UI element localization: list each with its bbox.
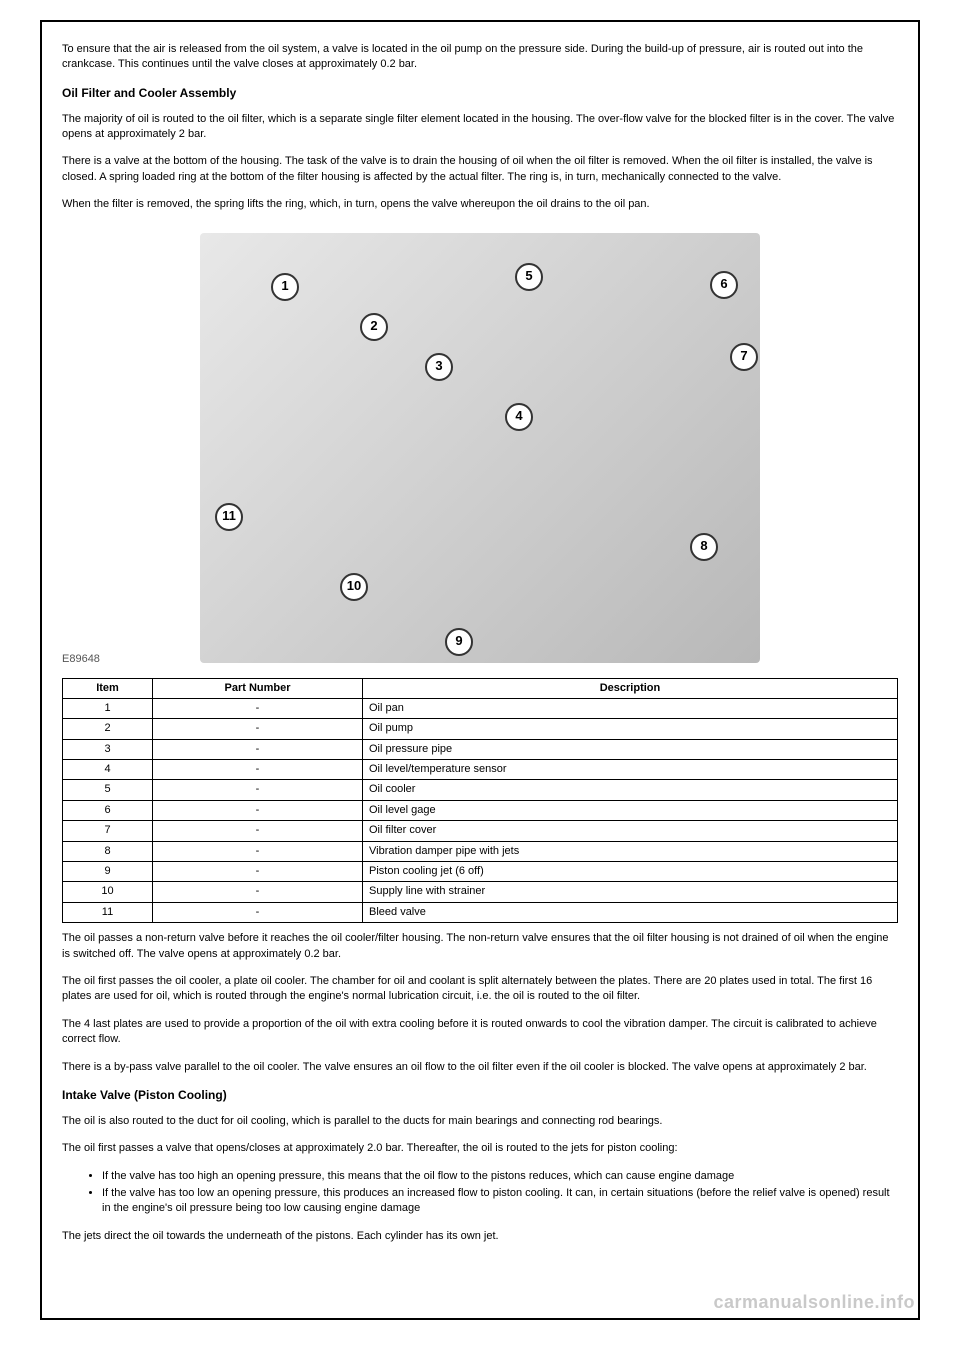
cell-partnumber: - (153, 760, 363, 780)
callout-1: 1 (271, 273, 299, 301)
cell-item: 4 (63, 760, 153, 780)
cell-partnumber: - (153, 698, 363, 718)
section1-para1: The majority of oil is routed to the oil… (62, 112, 898, 143)
cell-partnumber: - (153, 821, 363, 841)
table-row: 11-Bleed valve (63, 902, 898, 922)
callout-7: 7 (730, 343, 758, 371)
cell-description: Oil level gage (363, 800, 898, 820)
section2-para1: The oil is also routed to the duct for o… (62, 1114, 898, 1129)
list-item: If the valve has too low an opening pres… (102, 1186, 898, 1217)
table-row: 1-Oil pan (63, 698, 898, 718)
cell-item: 5 (63, 780, 153, 800)
cell-description: Oil pressure pipe (363, 739, 898, 759)
cell-description: Oil pump (363, 719, 898, 739)
after-table-para1: The oil passes a non-return valve before… (62, 931, 898, 962)
cell-description: Bleed valve (363, 902, 898, 922)
callout-5: 5 (515, 263, 543, 291)
table-row: 4-Oil level/temperature sensor (63, 760, 898, 780)
callout-10: 10 (340, 573, 368, 601)
callout-11: 11 (215, 503, 243, 531)
table-row: 6-Oil level gage (63, 800, 898, 820)
section2-heading: Intake Valve (Piston Cooling) (62, 1087, 898, 1104)
diagram-reference: E89648 (62, 652, 100, 667)
header-partnumber: Part Number (153, 678, 363, 698)
section1-para2: There is a valve at the bottom of the ho… (62, 154, 898, 185)
table-row: 2-Oil pump (63, 719, 898, 739)
cell-item: 2 (63, 719, 153, 739)
table-row: 8-Vibration damper pipe with jets (63, 841, 898, 861)
intro-paragraph: To ensure that the air is released from … (62, 42, 898, 73)
cell-description: Supply line with strainer (363, 882, 898, 902)
cell-partnumber: - (153, 719, 363, 739)
callout-6: 6 (710, 271, 738, 299)
cell-partnumber: - (153, 902, 363, 922)
section2-para3: The jets direct the oil towards the unde… (62, 1229, 898, 1244)
section2-para2: The oil first passes a valve that opens/… (62, 1141, 898, 1156)
cell-description: Oil filter cover (363, 821, 898, 841)
cell-item: 10 (63, 882, 153, 902)
cell-partnumber: - (153, 841, 363, 861)
table-row: 10-Supply line with strainer (63, 882, 898, 902)
watermark: carmanualsonline.info (713, 1290, 915, 1315)
table-row: 3-Oil pressure pipe (63, 739, 898, 759)
table-row: 5-Oil cooler (63, 780, 898, 800)
diagram-image: 1 2 3 4 5 6 7 8 9 10 11 (200, 233, 760, 663)
cell-partnumber: - (153, 780, 363, 800)
callout-8: 8 (690, 533, 718, 561)
after-table-para2: The oil first passes the oil cooler, a p… (62, 974, 898, 1005)
section1-heading: Oil Filter and Cooler Assembly (62, 85, 898, 102)
after-table-para4: There is a by-pass valve parallel to the… (62, 1060, 898, 1075)
header-description: Description (363, 678, 898, 698)
cell-description: Oil cooler (363, 780, 898, 800)
cell-description: Piston cooling jet (6 off) (363, 862, 898, 882)
cell-partnumber: - (153, 800, 363, 820)
cell-item: 11 (63, 902, 153, 922)
cell-item: 9 (63, 862, 153, 882)
callout-3: 3 (425, 353, 453, 381)
after-table-para3: The 4 last plates are used to provide a … (62, 1017, 898, 1048)
cell-item: 7 (63, 821, 153, 841)
cell-description: Oil pan (363, 698, 898, 718)
cell-description: Oil level/temperature sensor (363, 760, 898, 780)
cell-item: 3 (63, 739, 153, 759)
cell-description: Vibration damper pipe with jets (363, 841, 898, 861)
cell-partnumber: - (153, 862, 363, 882)
diagram-container: 1234567891011 E89648 (62, 233, 898, 663)
parts-table: Item Part Number Description 1-Oil pan2-… (62, 678, 898, 924)
cell-item: 8 (63, 841, 153, 861)
cell-item: 6 (63, 800, 153, 820)
table-row: 9-Piston cooling jet (6 off) (63, 862, 898, 882)
section1-para3: When the filter is removed, the spring l… (62, 197, 898, 212)
list-item: If the valve has too high an opening pre… (102, 1169, 898, 1184)
cell-partnumber: - (153, 739, 363, 759)
callout-4: 4 (505, 403, 533, 431)
callout-2: 2 (360, 313, 388, 341)
table-row: 7-Oil filter cover (63, 821, 898, 841)
cell-partnumber: - (153, 882, 363, 902)
section2-bullets: If the valve has too high an opening pre… (62, 1169, 898, 1217)
header-item: Item (63, 678, 153, 698)
cell-item: 1 (63, 698, 153, 718)
table-header-row: Item Part Number Description (63, 678, 898, 698)
callout-9: 9 (445, 628, 473, 656)
